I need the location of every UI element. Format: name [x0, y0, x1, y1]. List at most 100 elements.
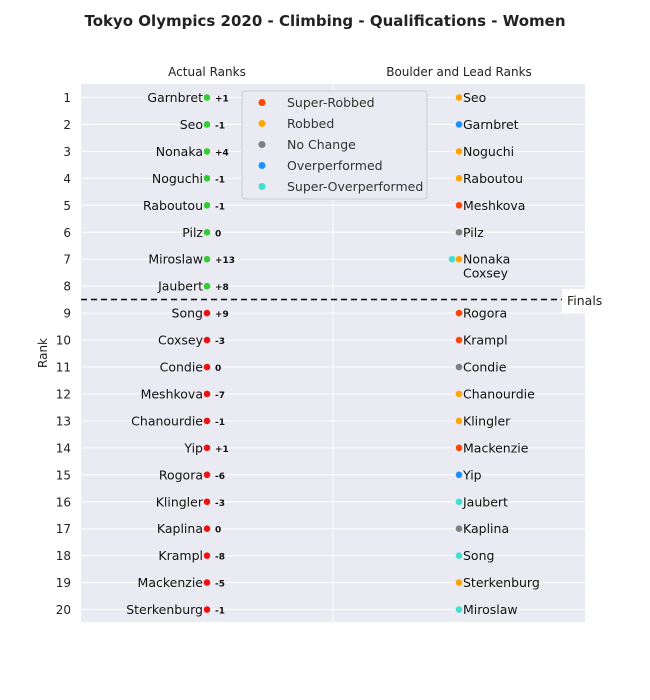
y-tick-label: 2	[63, 118, 71, 132]
y-tick-label: 10	[56, 334, 71, 348]
rank-change-label: -1	[215, 202, 225, 212]
boulder-lead-name: Kaplina	[463, 521, 509, 536]
actual-rank-name: Seo	[180, 117, 203, 132]
rank-change-label: -1	[215, 175, 225, 185]
rank-change-label: -1	[215, 121, 225, 131]
boulder-lead-name: Seo	[463, 90, 486, 105]
y-axis-label: Rank	[36, 338, 50, 368]
actual-rank-name: Noguchi	[152, 171, 203, 186]
y-tick-label: 11	[56, 361, 71, 375]
boulder-lead-name: Miroslaw	[463, 602, 518, 617]
rank-change-label: -3	[215, 499, 225, 509]
actual-rank-name: Meshkova	[141, 386, 203, 401]
y-tick-label: 7	[63, 253, 71, 267]
boulder-lead-point	[455, 309, 463, 317]
boulder-lead-name: Rogora	[463, 306, 507, 321]
rank-change-label: -1	[215, 418, 225, 428]
actual-rank-name: Pilz	[182, 225, 203, 240]
boulder-lead-point	[455, 579, 463, 586]
actual-rank-name: Garnbret	[147, 90, 203, 105]
grid	[81, 84, 585, 622]
y-tick-label: 4	[63, 172, 71, 186]
y-tick-label: 15	[56, 468, 71, 482]
actual-rank-name: Chanourdie	[131, 413, 203, 428]
boulder-lead-point	[455, 471, 463, 479]
legend-marker	[258, 120, 266, 127]
actual-rank-point	[203, 282, 211, 290]
actual-rank-point	[203, 579, 211, 586]
y-tick-label: 6	[63, 226, 71, 240]
actual-rank-name: Jaubert	[157, 279, 203, 294]
rank-change-label: -8	[215, 553, 225, 563]
boulder-lead-point	[455, 228, 463, 236]
rank-change-label: +4	[215, 148, 229, 158]
actual-rank-point	[203, 444, 211, 452]
finals-label-box	[562, 289, 608, 313]
y-tick-label: 19	[56, 576, 71, 590]
actual-rank-point	[203, 498, 211, 506]
boulder-lead-point	[448, 255, 456, 263]
legend-marker	[258, 183, 266, 190]
boulder-lead-point	[455, 255, 463, 263]
actual-rank-name: Mackenzie	[138, 575, 204, 590]
actual-rank-name: Klingler	[156, 494, 204, 509]
actual-rank-name: Coxsey	[158, 333, 204, 348]
actual-ranks-series: Garnbret +1 Seo -1 Nonaka +4 Noguchi -1 Raboutou…	[126, 90, 235, 617]
boulder-lead-name: Noguchi	[463, 144, 514, 159]
rank-change-label: +1	[215, 95, 229, 105]
boulder-lead-name: Chanourdie	[463, 386, 535, 401]
chart-title: Tokyo Olympics 2020 - Climbing - Qualifi…	[84, 12, 565, 30]
actual-rank-point	[203, 606, 211, 613]
boulder-lead-name: Yip	[462, 467, 482, 482]
column-label-actual: Actual Ranks	[168, 65, 246, 79]
actual-rank-point	[203, 336, 211, 344]
y-tick-label: 3	[63, 145, 71, 159]
legend-box	[241, 90, 428, 200]
actual-rank-name: Raboutou	[143, 198, 203, 213]
legend: Super-Robbed Robbed No Change Overperformed…	[241, 90, 428, 200]
actual-rank-name: Condie	[160, 360, 204, 375]
rank-change-label: -1	[215, 607, 225, 617]
boulder-lead-name: Raboutou	[463, 171, 523, 186]
actual-rank-point	[203, 94, 211, 101]
y-tick-label: 1	[63, 91, 71, 105]
actual-rank-point	[203, 228, 211, 236]
boulder-lead-point	[455, 390, 463, 398]
legend-label: No Change	[287, 137, 356, 152]
rank-change-label: +9	[215, 310, 229, 320]
boulder-lead-name: Condie	[463, 360, 507, 375]
boulder-lead-point	[455, 175, 463, 182]
boulder-lead-point	[455, 148, 463, 155]
rank-change-label: -6	[215, 472, 225, 482]
y-tick-label: 9	[63, 307, 71, 321]
actual-rank-name: Rogora	[159, 467, 203, 482]
rank-change-label: -5	[215, 580, 225, 590]
boulder-lead-point	[455, 525, 463, 532]
finals-cutoff: Finals	[81, 289, 608, 313]
boulder-lead-name: Pilz	[463, 225, 484, 240]
actual-rank-point	[203, 390, 211, 398]
boulder-lead-point	[455, 121, 463, 128]
actual-rank-point	[203, 471, 211, 479]
rank-change-label: +1	[215, 445, 229, 455]
boulder-lead-name: Garnbret	[463, 117, 519, 132]
boulder-lead-name: Mackenzie	[463, 440, 529, 455]
boulder-lead-point	[455, 417, 463, 425]
legend-marker	[258, 162, 266, 169]
boulder-lead-point	[455, 498, 463, 506]
legend-label: Super-Overperformed	[287, 179, 423, 194]
y-tick-label: 8	[63, 280, 71, 294]
legend-label: Overperformed	[287, 158, 383, 173]
boulder-lead-series: Seo Garnbret Noguchi Raboutou Meshkova Pilz No…	[448, 90, 540, 617]
y-tick-label: 14	[56, 441, 71, 455]
boulder-lead-point	[455, 94, 463, 101]
y-tick-label: 20	[56, 603, 71, 617]
actual-rank-point	[203, 309, 211, 317]
rank-change-label: 0	[215, 229, 221, 239]
boulder-lead-point	[455, 552, 463, 559]
rank-change-label: 0	[215, 364, 221, 374]
boulder-lead-name: Klingler	[463, 413, 511, 428]
boulder-lead-name: Meshkova	[463, 198, 525, 213]
